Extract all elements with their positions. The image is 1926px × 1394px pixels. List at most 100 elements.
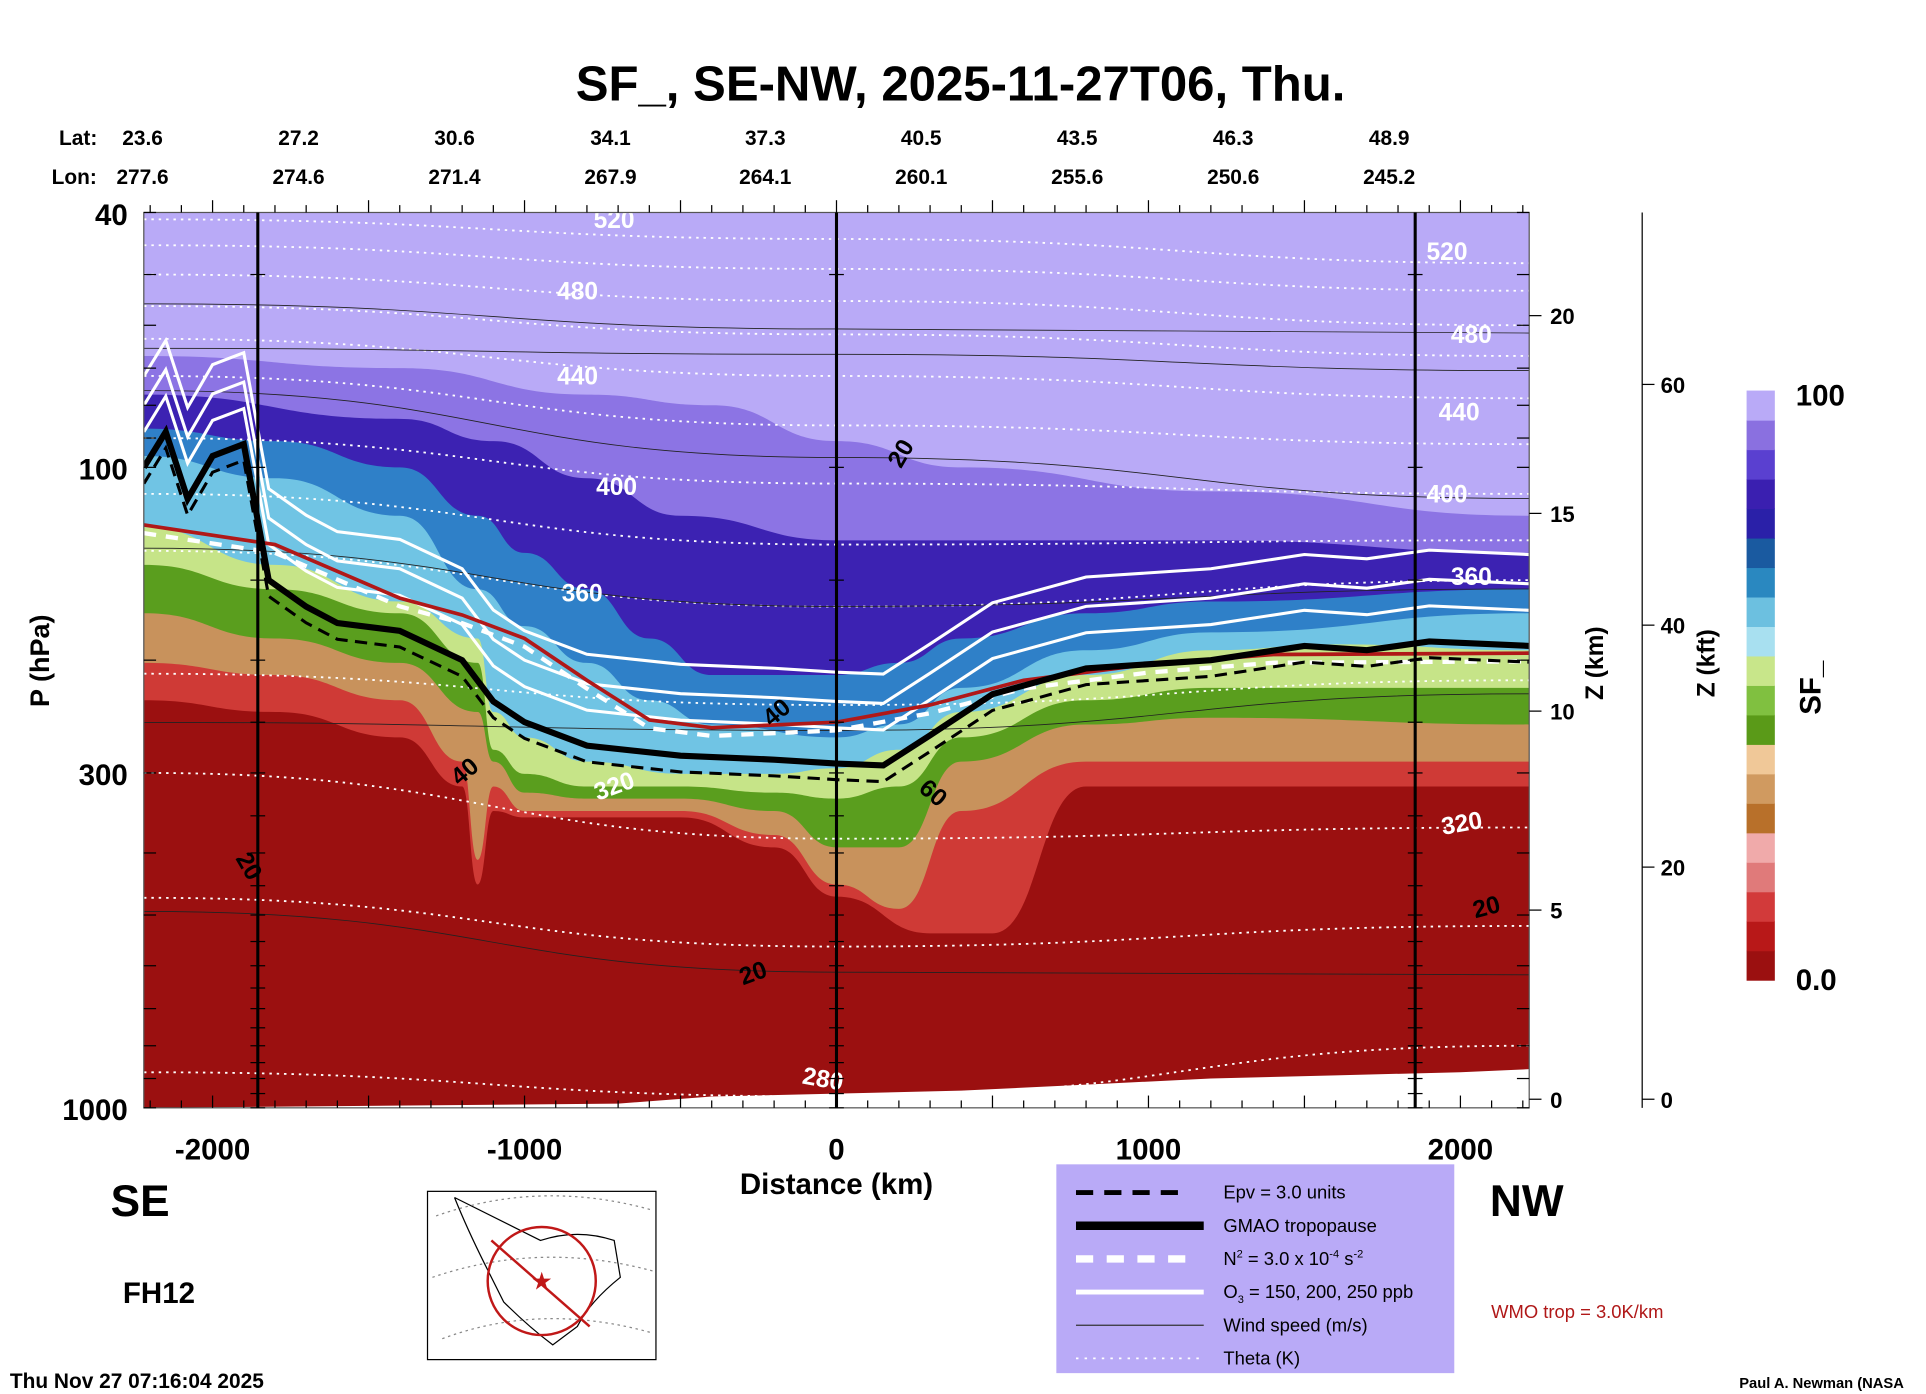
tropopause-lines — [143, 336, 1530, 784]
se-label: SE — [111, 1177, 170, 1226]
z-km-tick-label: 0 — [1550, 1088, 1562, 1113]
locator-map: ★ — [426, 1190, 657, 1361]
axes: -2000 -1000 0 1000 2000 40 100 300 1000 0 5 10 15 20 0… — [62, 199, 1685, 1167]
z-km-tick-label: 20 — [1550, 304, 1575, 329]
lon-label: Lon: — [52, 166, 97, 189]
z-kft-tick-label: 20 — [1661, 856, 1686, 881]
z-km-tick-label: 10 — [1550, 700, 1575, 725]
y-tick-label: 300 — [79, 759, 128, 792]
colorbar-min: 0.0 — [1796, 964, 1837, 997]
y-tick-label: 1000 — [62, 1094, 128, 1127]
lat-value: 37.3 — [745, 127, 786, 150]
z-km-tick-label: 5 — [1550, 899, 1562, 924]
theta-contour-label: 480 — [1451, 322, 1492, 349]
colorbar-swatch — [1746, 478, 1775, 510]
forecast-hour: FH12 — [123, 1277, 195, 1310]
chart-title: SF_, SE-NW, 2025-11-27T06, Thu. — [576, 58, 1346, 112]
o3-line — [143, 336, 1530, 676]
colorbar-swatch — [1746, 626, 1775, 657]
colorbar — [1746, 390, 1775, 981]
wmo-label[interactable]: WMO trop = 3.0K/km — [1491, 1301, 1663, 1322]
theta-contour-label: 400 — [596, 474, 637, 501]
lon-value: 255.6 — [1051, 166, 1103, 189]
colorbar-swatch — [1746, 567, 1775, 598]
legend-theta: Theta (K) — [1223, 1348, 1300, 1369]
lon-value: 267.9 — [584, 166, 636, 189]
colorbar-swatch — [1746, 390, 1775, 421]
colorbar-swatch — [1746, 921, 1775, 952]
lon-value: 250.6 — [1207, 166, 1259, 189]
o3-line — [143, 366, 1530, 705]
theta-contour-label: 520 — [594, 207, 635, 234]
o3-line — [143, 392, 1530, 732]
z-kft-tick-label: 60 — [1661, 373, 1686, 398]
x-tick-label: 1000 — [1116, 1133, 1182, 1166]
colorbar-swatch — [1746, 832, 1775, 863]
legend: Epv = 3.0 units GMAO tropopause N2 = 3.0… — [1056, 1164, 1455, 1374]
z-km-tick-label: 15 — [1550, 502, 1575, 527]
legend-n2: N2 = 3.0 x 10-4 s-2 — [1223, 1248, 1363, 1269]
colorbar-swatch — [1746, 714, 1775, 745]
colorbar-swatch — [1746, 537, 1775, 569]
nw-label: NW — [1490, 1177, 1564, 1226]
colorbar-swatch — [1746, 773, 1775, 804]
lon-value: 277.6 — [116, 166, 168, 189]
lat-lon-labels: Lat: Lon: 23.6 27.2 30.6 34.1 37.3 40.5 43.5 46.3… — [52, 127, 1416, 189]
lon-value: 264.1 — [739, 166, 792, 189]
terrain — [143, 1069, 1530, 1108]
lat-value: 27.2 — [278, 127, 319, 150]
lat-value: 34.1 — [590, 127, 631, 150]
z-km-label: Z (km) — [1582, 626, 1609, 700]
colorbar-swatch — [1746, 596, 1775, 627]
colorbar-swatch — [1746, 420, 1775, 451]
lat-value: 43.5 — [1057, 127, 1098, 150]
x-tick-label: 0 — [828, 1133, 844, 1166]
theta-contour-label: 520 — [1427, 239, 1468, 266]
lat-value: 40.5 — [901, 127, 942, 150]
lat-label: Lat: — [59, 127, 97, 150]
z-kft-label: Z (kft) — [1694, 629, 1721, 697]
x-tick-label: 2000 — [1428, 1133, 1494, 1166]
colorbar-swatch — [1746, 508, 1775, 539]
svg-text:★: ★ — [531, 1269, 553, 1296]
theta-contour-label: 440 — [557, 364, 598, 391]
x-tick-label: -1000 — [487, 1133, 562, 1166]
theta-contour-label: 400 — [1427, 481, 1468, 508]
z-kft-tick-label: 0 — [1661, 1088, 1673, 1113]
legend-gmao: GMAO tropopause — [1223, 1215, 1376, 1236]
theta-contour-label: 440 — [1439, 400, 1480, 427]
theta-contour-label: 480 — [557, 278, 598, 305]
y-tick-label: 40 — [95, 199, 128, 232]
legend-o3: O3 = 150, 200, 250 ppb — [1223, 1281, 1413, 1306]
lat-value: 23.6 — [122, 127, 163, 150]
sf-field — [143, 212, 1530, 1108]
colorbar-swatch — [1746, 744, 1775, 775]
colorbar-label: SF_ — [1794, 660, 1827, 715]
colorbar-swatch — [1746, 891, 1775, 922]
colorbar-swatch — [1746, 655, 1775, 686]
n2-line — [143, 531, 1530, 739]
legend-wind: Wind speed (m/s) — [1223, 1314, 1367, 1335]
y-tick-label: 100 — [79, 454, 128, 487]
colorbar-swatch — [1746, 862, 1775, 893]
theta-contour-label: 360 — [562, 580, 603, 607]
lon-value: 271.4 — [428, 166, 481, 189]
colorbar-swatch — [1746, 803, 1775, 834]
lon-value: 245.2 — [1363, 166, 1415, 189]
x-axis-label: Distance (km) — [740, 1168, 933, 1201]
x-tick-label: -2000 — [175, 1133, 250, 1166]
theta-line-320 — [143, 772, 1530, 840]
legend-epv: Epv = 3.0 units — [1223, 1182, 1345, 1203]
lat-value: 30.6 — [434, 127, 475, 150]
colorbar-max: 100 — [1796, 379, 1845, 412]
lat-value: 48.9 — [1369, 127, 1410, 150]
y-axis-label: P (hPa) — [25, 614, 55, 707]
colorbar-swatch — [1746, 685, 1775, 716]
colorbar-swatch — [1746, 950, 1775, 981]
gmao-tropopause-line — [143, 424, 1530, 769]
lon-value: 274.6 — [272, 166, 324, 189]
lat-value: 46.3 — [1213, 127, 1254, 150]
timestamp: Thu Nov 27 07:16:04 2025 — [10, 1370, 264, 1393]
credit: Paul A. Newman (NASA — [1739, 1376, 1904, 1392]
